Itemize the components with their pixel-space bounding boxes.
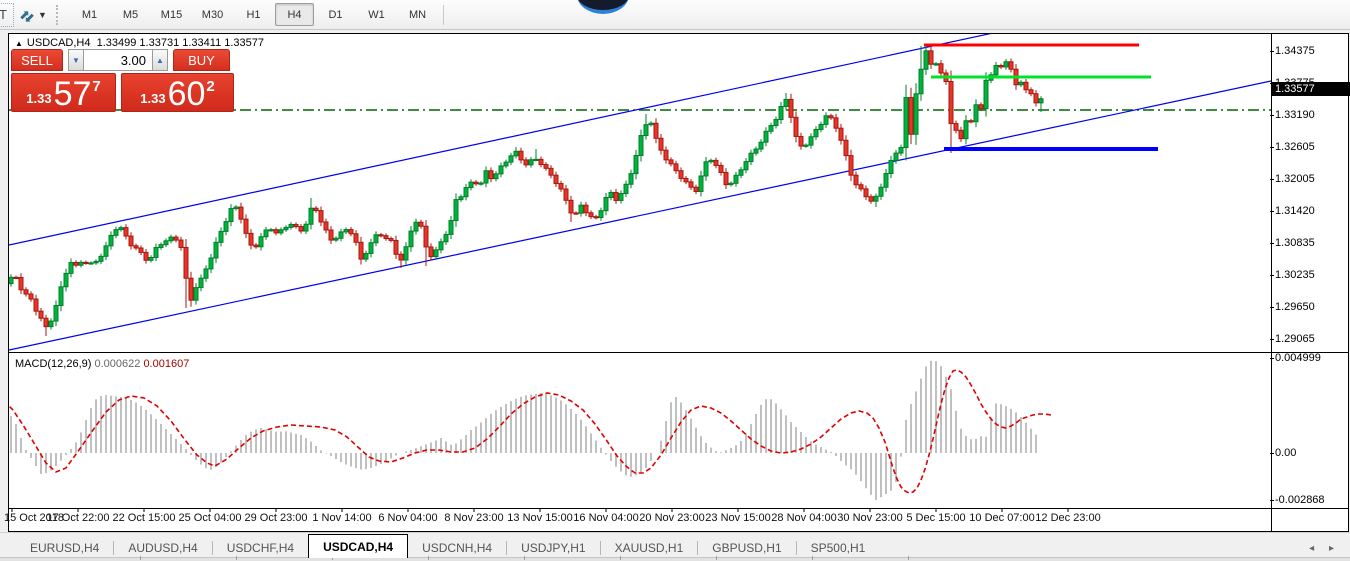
tab-eurusd-h4[interactable]: EURUSD,H4 <box>30 541 100 555</box>
axis-tick-label: 1.34375 <box>1270 45 1315 57</box>
time-axis-label: 23 Nov 15:00 <box>705 512 771 524</box>
sell-price-button[interactable]: 1.33 57 7 <box>11 73 116 112</box>
volume-stepper: ▼ ▲ <box>68 49 168 71</box>
volume-input[interactable] <box>84 49 152 71</box>
axis-tick-label: 1.32605 <box>1270 141 1315 153</box>
text-tool-icon[interactable]: T <box>0 2 14 27</box>
symbol-tab-bar: EURUSD,H4 AUDUSD,H4 USDCHF,H4 USDCAD,H4 USDC… <box>0 532 1350 558</box>
axis-tick-label: 0.00 <box>1269 447 1297 459</box>
time-axis-label: 8 Nov 23:00 <box>444 512 504 524</box>
tab-usdjpy-h1[interactable]: USDJPY,H1 <box>521 541 586 555</box>
strip-tick <box>620 556 621 560</box>
triangle-up-icon: ▲ <box>15 39 23 48</box>
strip-tick <box>812 556 813 560</box>
tab-separator <box>697 541 699 555</box>
tab-separator <box>211 541 213 555</box>
strip-tick <box>428 556 429 560</box>
timeframe-button-mn[interactable]: MN <box>408 8 427 21</box>
strip-tick <box>236 556 237 560</box>
strip-tick <box>332 556 333 560</box>
one-click-trading-panel: SELL ▼ ▲ BUY 1.33 57 7 1.33 60 2 <box>11 49 239 112</box>
timeframe-button-m5[interactable]: M5 <box>122 8 139 21</box>
buy-price-button[interactable]: 1.33 60 2 <box>121 73 234 112</box>
time-axis-label: 22 Oct 15:00 <box>112 512 176 524</box>
chart-symbol-title: ▲ USDCAD,H4 1.33499 1.33731 1.33411 1.335… <box>15 37 265 49</box>
strip-tick <box>524 556 525 560</box>
tab-separator <box>599 541 601 555</box>
macd-value: 0.000622 <box>94 358 141 370</box>
bid-price-pip: 7 <box>92 78 101 95</box>
time-axis-label: 17 Oct 22:00 <box>46 512 110 524</box>
timeframe-button-h1[interactable]: H1 <box>246 8 261 21</box>
volume-decrease-button[interactable]: ▼ <box>68 49 84 71</box>
axis-tick-label: 0.004999 <box>1270 352 1321 364</box>
ask-price-pip: 2 <box>206 78 215 95</box>
bid-price-prefix: 1.33 <box>26 91 52 106</box>
tab-xauusd-h1[interactable]: XAUUSD,H1 <box>614 541 684 555</box>
ask-price-main: 60 <box>167 75 206 113</box>
strip-tick <box>140 556 141 560</box>
sell-button[interactable]: SELL <box>11 49 63 71</box>
tab-scroll-arrows[interactable]: ◂ ▸ <box>1309 543 1340 554</box>
axis-tick-label: 1.31420 <box>1270 205 1315 217</box>
bottom-strip <box>0 557 1350 561</box>
time-axis-label: 13 Nov 15:00 <box>507 512 573 524</box>
time-axis-label: 20 Nov 23:00 <box>639 512 705 524</box>
timeframe-button-m15[interactable]: M15 <box>160 8 183 21</box>
timeframe-button-h4[interactable]: H4 <box>275 3 314 26</box>
strip-tick <box>716 556 717 560</box>
price-chart[interactable] <box>9 34 1348 531</box>
axis-tick-label: 1.32005 <box>1270 173 1315 185</box>
timeframe-button-group: M1 M5 M15 M30 H1 H4 D1 W1 MN <box>69 3 438 26</box>
top-toolbar: T ⬈ ⬋ ▼ M1 M5 M15 M30 H1 H4 D1 W1 MN <box>0 0 1350 30</box>
time-axis-label: 28 Nov 04:00 <box>771 512 837 524</box>
tab-usdcnh-h4[interactable]: USDCNH,H4 <box>422 541 493 555</box>
time-axis-label: 16 Nov 04:00 <box>573 512 639 524</box>
time-axis-label: 6 Nov 04:00 <box>378 512 438 524</box>
axis-tick-label: 1.33190 <box>1270 109 1315 121</box>
timeframe-button-d1[interactable]: D1 <box>328 8 343 21</box>
volume-increase-button[interactable]: ▲ <box>152 49 168 71</box>
axis-tick-label: 1.29065 <box>1270 333 1315 345</box>
chevron-down-icon[interactable]: ▼ <box>38 9 47 20</box>
time-axis-label: 12 Dec 23:00 <box>1035 512 1101 524</box>
timeframe-button-m30[interactable]: M30 <box>201 8 224 21</box>
chart-window: ▲ USDCAD,H4 1.33499 1.33731 1.33411 1.335… <box>4 33 1350 532</box>
tab-separator <box>506 541 508 555</box>
current-price-tag: 1.33577 <box>1271 82 1350 96</box>
timeframe-button-w1[interactable]: W1 <box>368 8 385 21</box>
tab-usdchf-h4[interactable]: USDCHF,H4 <box>226 541 295 555</box>
axis-tick-label: 1.30835 <box>1270 237 1315 249</box>
axis-tick-label: 1.29650 <box>1270 301 1315 313</box>
bid-price-main: 57 <box>53 75 92 113</box>
toolbar-grip <box>56 4 63 25</box>
time-axis-label: 1 Nov 14:00 <box>312 512 372 524</box>
logo-circle <box>577 0 629 14</box>
axis-tick-label: 1.30235 <box>1270 269 1315 281</box>
tab-sp500-h1[interactable]: SP500,H1 <box>810 541 866 555</box>
axis-tick-label: -0.002868 <box>1270 494 1325 506</box>
timeframe-button-m1[interactable]: M1 <box>81 8 98 21</box>
toolbar-separator <box>443 4 444 25</box>
time-axis-label: 15 Oct 2018 <box>4 512 64 524</box>
strip-tick <box>908 556 909 560</box>
tab-audusd-h4[interactable]: AUDUSD,H4 <box>128 541 198 555</box>
ask-price-prefix: 1.33 <box>140 91 166 106</box>
tab-separator <box>795 541 797 555</box>
tab-separator <box>113 541 115 555</box>
time-axis-label: 5 Dec 15:00 <box>906 512 966 524</box>
time-axis-label: 25 Oct 04:00 <box>178 512 242 524</box>
buy-button[interactable]: BUY <box>173 49 230 71</box>
tab-usdcad-h4[interactable]: USDCAD,H4 <box>308 534 409 558</box>
time-axis-label: 10 Dec 07:00 <box>969 512 1035 524</box>
macd-indicator-label: MACD(12,26,9) 0.000622 0.001607 <box>15 358 190 370</box>
macd-signal-value: 0.001607 <box>143 358 190 370</box>
time-axis-label: 29 Oct 23:00 <box>244 512 308 524</box>
cursor-arrows-icon[interactable]: ⬈ ⬋ <box>19 6 35 25</box>
time-axis-label: 30 Nov 23:00 <box>837 512 903 524</box>
tab-gbpusd-h1[interactable]: GBPUSD,H1 <box>712 541 782 555</box>
